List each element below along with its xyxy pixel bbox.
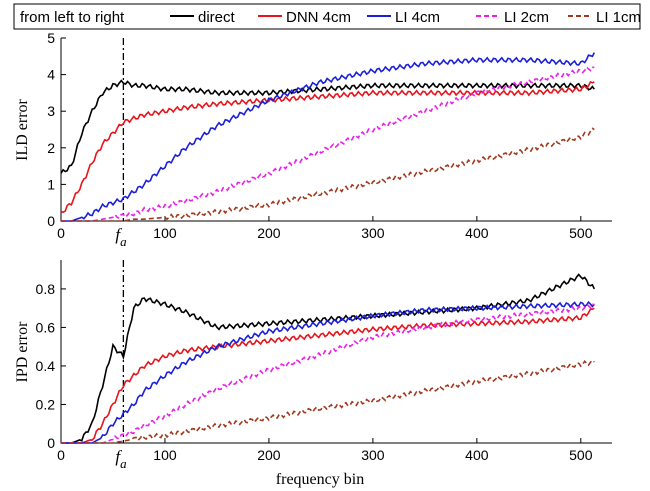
series-line-direct <box>61 273 596 444</box>
ild-ylabel: ILD error <box>14 98 31 160</box>
ild-panel: ILD error 0 100 200 300 400 500 0 1 2 3 4 5 fa <box>14 30 612 249</box>
y-tick-label: 5 <box>47 30 55 46</box>
ipd-ylabel: IPD error <box>14 321 31 383</box>
legend-label: LI 4cm <box>395 9 440 26</box>
y-tick-label: 0 <box>47 213 55 229</box>
series-line-li-1cm <box>61 359 595 444</box>
legend: from left to right direct DNN 4cm LI 4cm LI… <box>13 3 641 30</box>
x-tick-label: 0 <box>57 447 65 463</box>
x-tick-label: 300 <box>361 225 385 241</box>
legend-entries: direct DNN 4cm LI 4cm LI 2cm LI 1cm <box>170 9 641 26</box>
series-line-li-4cm <box>61 300 595 444</box>
y-tick-label: 3 <box>47 103 55 119</box>
legend-entry: LI 4cm <box>367 9 440 26</box>
legend-frame <box>13 3 641 30</box>
legend-title: from left to right <box>20 9 125 26</box>
fa-marker-label: fa <box>115 447 127 471</box>
legend-entry: LI 1cm <box>568 9 641 26</box>
legend-entry: LI 2cm <box>476 9 549 26</box>
legend-label: DNN 4cm <box>286 9 351 26</box>
x-tick-label: 100 <box>153 225 177 241</box>
y-tick-label: 4 <box>47 67 55 83</box>
series-line-dnn-4cm <box>60 80 595 214</box>
x-tick-label: 100 <box>153 447 177 463</box>
axes-frame <box>60 260 612 444</box>
x-tick-label: 300 <box>361 447 385 463</box>
legend-label: direct <box>198 9 236 26</box>
x-tick-label: 200 <box>257 225 281 241</box>
y-tick-label: 0.6 <box>36 319 56 335</box>
y-tick-label: 2 <box>47 140 55 156</box>
series-line-li-4cm <box>61 52 596 222</box>
y-tick-label: 0.2 <box>36 396 56 412</box>
series-line-li-1cm <box>61 127 595 222</box>
series-line-direct <box>60 79 595 174</box>
fa-marker-label: fa <box>115 225 127 249</box>
y-tick-label: 0 <box>47 435 55 451</box>
x-tick-label: 500 <box>569 447 593 463</box>
x-tick-label: 200 <box>257 447 281 463</box>
legend-entry: direct <box>170 9 236 26</box>
legend-label: LI 2cm <box>504 9 549 26</box>
x-axis-label: frequency bin <box>276 471 364 488</box>
y-tick-label: 0.8 <box>36 281 56 297</box>
x-tick-label: 400 <box>465 447 489 463</box>
y-tick-label: 0.4 <box>36 358 56 374</box>
legend-label: LI 1cm <box>596 9 641 26</box>
x-tick-label: 400 <box>465 225 489 241</box>
series-line-li-2cm <box>61 65 595 222</box>
x-tick-label: 500 <box>569 225 593 241</box>
x-tick-label: 0 <box>57 225 65 241</box>
legend-entry: DNN 4cm <box>258 9 351 26</box>
ipd-panel: IPD error 0 100 200 300 400 500 0 0.2 0.4 0.6 0.8 f… <box>14 260 612 471</box>
y-tick-label: 1 <box>47 176 55 192</box>
series-line-dnn-4cm <box>61 307 595 444</box>
axes-frame <box>60 38 612 222</box>
